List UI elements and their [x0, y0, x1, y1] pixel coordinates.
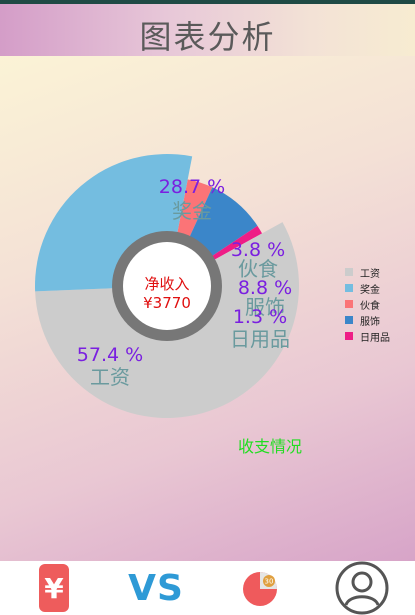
slice-category-label: 伙食: [238, 257, 278, 281]
legend-swatch: [345, 284, 353, 292]
legend-label: 奖金: [360, 284, 380, 296]
page-title: 图表分析: [139, 18, 276, 56]
nav-account-button[interactable]: ¥: [30, 561, 78, 615]
legend-swatch: [345, 316, 353, 324]
net-income-label: 净收入 ¥3770: [117, 275, 217, 313]
pie-hole: [123, 242, 211, 330]
slice-category-label: 服饰: [245, 295, 285, 319]
slice-value-label: 28.7 %: [159, 176, 225, 198]
slice-value-label: 1.3 %: [233, 306, 287, 328]
pie-chart: 57.4 %工资 28.7 %奖金 3.8 %伙食8.8 %服饰1.3 %日用品: [35, 153, 300, 418]
slice-category-label: 日用品: [230, 327, 290, 351]
legend-label: 日用品: [360, 332, 390, 344]
header-bar: 图表分析: [0, 4, 415, 56]
legend-swatch: [345, 268, 353, 276]
legend-item: 奖金: [345, 280, 390, 296]
bottom-nav: ¥ VS 30: [0, 561, 415, 615]
pie-chart-icon: 30: [243, 572, 277, 606]
legend-swatch: [345, 332, 353, 340]
slice-value-label: 57.4 %: [77, 344, 143, 366]
legend-item: 伙食: [345, 296, 390, 312]
legend-item: 工资: [345, 264, 390, 280]
vs-icon: VS: [128, 567, 184, 609]
legend-item: 日用品: [345, 328, 390, 344]
svg-text:30: 30: [265, 578, 274, 586]
legend-label: 伙食: [360, 300, 380, 312]
user-icon: [335, 561, 389, 615]
yen-icon: ¥: [39, 564, 69, 612]
nav-chart-button[interactable]: 30: [238, 561, 282, 615]
slice-category-label: 奖金: [172, 199, 212, 223]
net-income-value: ¥3770: [143, 294, 191, 312]
nav-compare-button[interactable]: VS: [124, 561, 188, 615]
nav-profile-button[interactable]: [334, 561, 390, 615]
legend-label: 服饰: [360, 316, 380, 328]
slice-value-label: 8.8 %: [238, 277, 292, 299]
chart-description: 收支情况: [238, 437, 303, 456]
net-income-title: 净收入: [144, 275, 190, 293]
legend-label: 工资: [360, 268, 380, 280]
legend-swatch: [345, 300, 353, 308]
chart-area: 57.4 % 工资 28.7 % 奖金 3.8 % 伙食 8.8 % 服饰 1.3 % 日用品 净…: [0, 56, 415, 561]
chart-legend: 工资奖金伙食服饰日用品: [345, 264, 390, 344]
slice-category-label: 工资: [90, 365, 130, 389]
status-strip: [0, 0, 415, 4]
legend-item: 服饰: [345, 312, 390, 328]
slice-value-label: 3.8 %: [231, 239, 285, 261]
